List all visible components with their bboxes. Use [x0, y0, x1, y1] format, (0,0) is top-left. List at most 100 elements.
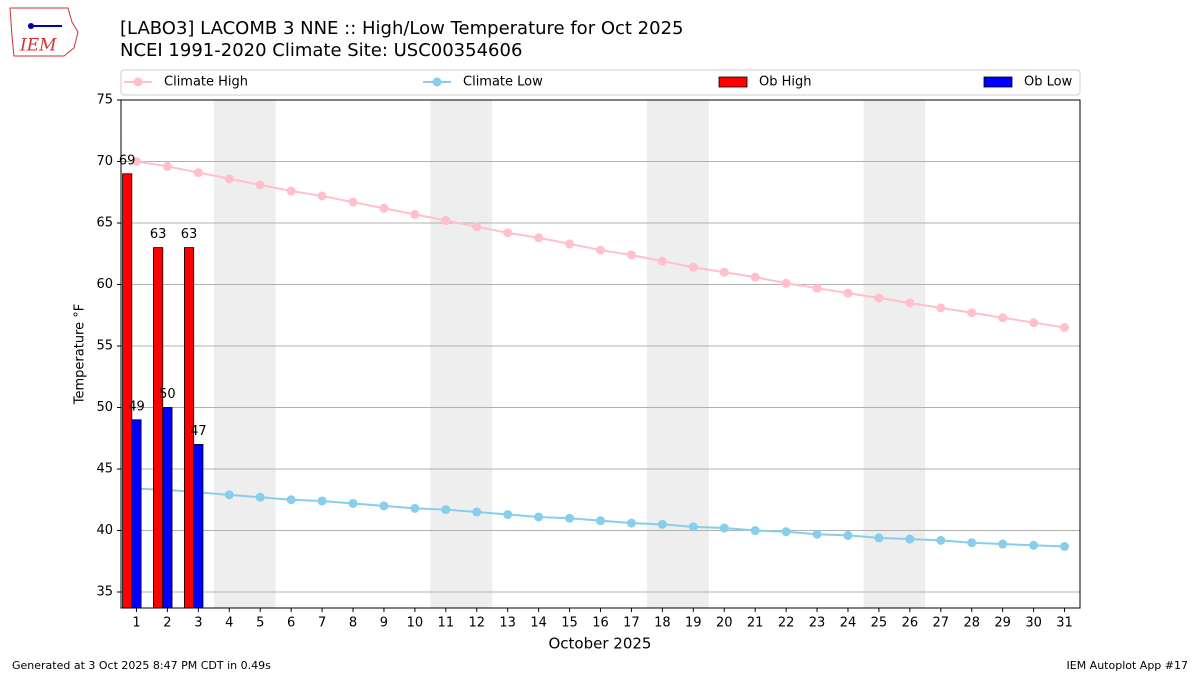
x-tick-label: 27	[933, 616, 950, 631]
x-tick-label: 10	[407, 616, 424, 631]
point	[874, 293, 884, 303]
data-label: 50	[159, 387, 176, 402]
plot-frame	[120, 99, 1081, 609]
point	[193, 168, 203, 178]
data-label: 47	[190, 424, 207, 439]
point	[131, 157, 141, 167]
point	[812, 283, 822, 293]
bar	[193, 444, 204, 609]
weekend-shade	[646, 100, 709, 608]
point	[317, 496, 327, 506]
x-tick-label: 29	[994, 616, 1011, 631]
x-tick-label: 4	[225, 616, 233, 631]
point	[657, 256, 667, 266]
point	[534, 512, 544, 522]
point	[998, 313, 1008, 323]
point	[1029, 540, 1039, 550]
x-tick-label: 24	[840, 616, 857, 631]
x-tick-label: 20	[716, 616, 733, 631]
y-tick-label: 75	[96, 93, 113, 108]
point	[348, 498, 358, 508]
weekend-shade	[430, 100, 493, 608]
bar	[122, 173, 133, 609]
point	[348, 197, 358, 207]
x-tick-label: 12	[468, 616, 485, 631]
point	[503, 510, 513, 520]
point	[255, 492, 265, 502]
x-tick-label: 11	[438, 616, 455, 631]
point	[688, 262, 698, 272]
x-tick-label: 14	[530, 616, 547, 631]
footer-left: Generated at 3 Oct 2025 8:47 PM CDT in 0…	[12, 659, 271, 672]
x-tick-label: 15	[561, 616, 578, 631]
point	[750, 272, 760, 282]
x-tick-label: 22	[778, 616, 795, 631]
x-tick-label: 19	[685, 616, 702, 631]
point	[565, 513, 575, 523]
legend-marker	[432, 77, 442, 87]
point	[503, 228, 513, 238]
point	[472, 222, 482, 232]
y-tick-label: 45	[96, 462, 113, 477]
point	[812, 529, 822, 539]
point	[224, 490, 234, 500]
point	[874, 533, 884, 543]
x-tick-label: 8	[349, 616, 357, 631]
logo-text: IEM	[19, 36, 57, 56]
point	[596, 516, 605, 526]
weekend-shade	[863, 100, 926, 608]
point	[441, 505, 451, 515]
data-label: 49	[128, 399, 145, 414]
point	[719, 523, 729, 533]
x-axis-label: October 2025	[549, 635, 652, 653]
y-tick-label: 60	[96, 277, 113, 292]
point	[781, 278, 791, 288]
x-tick-label: 9	[380, 616, 388, 631]
point	[410, 503, 420, 513]
y-tick-label: 35	[96, 585, 113, 600]
logo: IEM	[9, 7, 79, 57]
point	[410, 209, 420, 219]
point	[936, 303, 946, 313]
x-tick-label: 18	[654, 616, 671, 631]
x-tick-label: 25	[871, 616, 888, 631]
point	[936, 535, 946, 545]
point	[596, 245, 605, 255]
point	[255, 180, 265, 190]
logo-outline	[9, 7, 79, 57]
legend-label: Climate High	[164, 75, 248, 90]
y-tick-label: 55	[96, 339, 113, 354]
x-tick-label: 16	[592, 616, 609, 631]
y-axis-label: Temperature °F	[73, 304, 88, 405]
point	[967, 308, 977, 318]
x-tick-label: 31	[1056, 616, 1073, 631]
legend-swatch	[983, 76, 1013, 88]
point	[224, 174, 234, 184]
x-tick-label: 23	[809, 616, 826, 631]
legend-label: Ob Low	[1024, 75, 1073, 90]
data-label: 63	[181, 227, 198, 242]
point	[719, 267, 729, 277]
point	[317, 191, 327, 201]
point	[534, 233, 544, 243]
point	[657, 519, 667, 529]
point	[626, 518, 636, 528]
y-tick-label: 50	[96, 400, 113, 415]
x-tick-label: 26	[902, 616, 919, 631]
chart-subtitle: NCEI 1991-2020 Climate Site: USC00354606	[120, 40, 522, 61]
point	[967, 538, 977, 548]
x-tick-label: 6	[287, 616, 295, 631]
point	[379, 203, 389, 213]
x-tick-label: 5	[256, 616, 264, 631]
point	[379, 501, 389, 511]
y-tick-label: 40	[96, 523, 113, 538]
x-tick-label: 2	[163, 616, 171, 631]
footer-right: IEM Autoplot App #17	[1067, 659, 1189, 672]
legend-marker	[133, 77, 143, 87]
point	[1060, 541, 1070, 551]
point	[472, 507, 482, 517]
point	[626, 250, 636, 260]
point	[781, 527, 791, 537]
point	[750, 526, 760, 536]
